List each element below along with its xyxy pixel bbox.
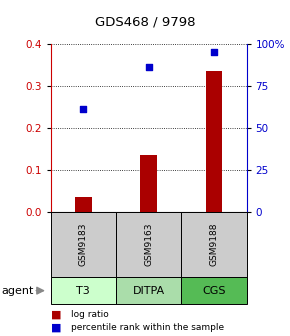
Text: percentile rank within the sample: percentile rank within the sample <box>71 323 224 332</box>
Text: ■: ■ <box>51 323 61 333</box>
Point <box>81 106 86 112</box>
Text: GSM9183: GSM9183 <box>79 223 88 266</box>
Text: T3: T3 <box>77 286 90 296</box>
Text: CGS: CGS <box>202 286 226 296</box>
Text: log ratio: log ratio <box>71 310 109 319</box>
Point <box>146 64 151 70</box>
Text: DITPA: DITPA <box>133 286 165 296</box>
Text: ■: ■ <box>51 309 61 319</box>
Point <box>212 49 216 55</box>
Text: GSM9163: GSM9163 <box>144 223 153 266</box>
Text: GDS468 / 9798: GDS468 / 9798 <box>95 15 195 28</box>
Bar <box>140 155 157 212</box>
Text: GSM9188: GSM9188 <box>209 223 218 266</box>
Bar <box>206 71 222 212</box>
Bar <box>75 197 92 212</box>
Text: agent: agent <box>1 286 34 296</box>
